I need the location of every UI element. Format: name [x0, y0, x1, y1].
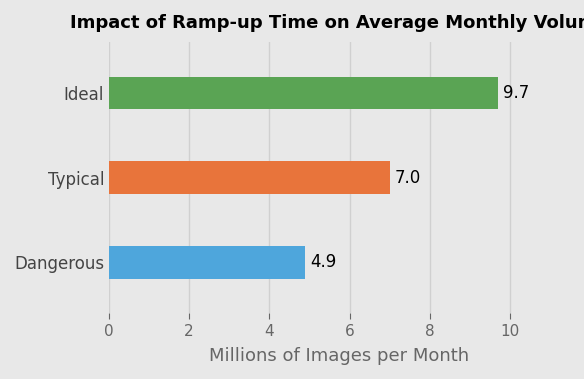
Title: Impact of Ramp-up Time on Average Monthly Volume: Impact of Ramp-up Time on Average Monthl…: [70, 14, 584, 32]
Text: 4.9: 4.9: [310, 254, 336, 271]
Bar: [109, 77, 498, 109]
Bar: [109, 161, 390, 194]
Bar: [109, 246, 305, 279]
X-axis label: Millions of Images per Month: Millions of Images per Month: [210, 347, 470, 365]
Text: 7.0: 7.0: [394, 169, 420, 186]
Text: 9.7: 9.7: [503, 84, 529, 102]
